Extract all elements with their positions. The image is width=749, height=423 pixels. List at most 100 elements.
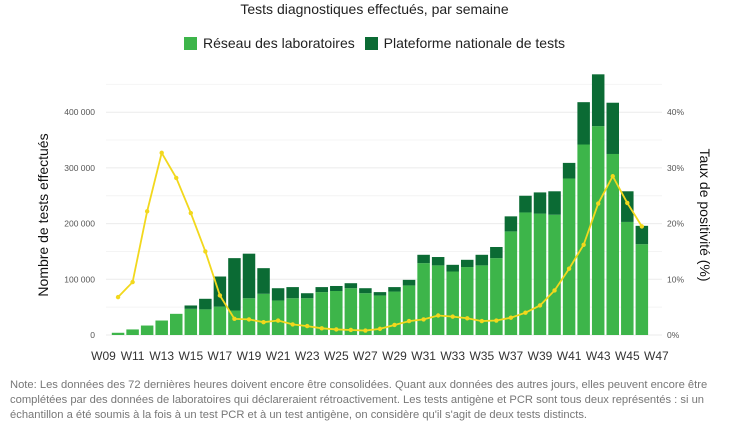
y-tick-label: 400 000 <box>64 107 95 117</box>
positivity-point <box>290 322 295 327</box>
legend-item-plateforme[interactable]: Plateforme nationale de tests <box>364 35 565 51</box>
x-tick-label: W13 <box>149 349 174 363</box>
y-tick-label: 200 000 <box>64 219 95 229</box>
positivity-point <box>392 322 397 328</box>
bar-laboratoires <box>242 298 256 335</box>
positivity-point <box>363 328 368 333</box>
bar-laboratoires <box>184 308 198 335</box>
y-tick-label: 100 000 <box>64 274 95 284</box>
y2-tick-label: 40% <box>667 107 684 117</box>
bar-laboratoires <box>126 329 139 335</box>
x-tick-label: W19 <box>237 349 262 363</box>
chart-note: Note: Les données des 72 dernières heure… <box>10 379 708 421</box>
y2-tick-label: 0% <box>667 330 680 340</box>
bar-plateforme <box>330 285 343 291</box>
x-tick-label: W35 <box>469 349 494 363</box>
bar-plateforme <box>606 102 619 154</box>
positivity-point <box>625 200 630 206</box>
bar-laboratoires <box>140 325 154 335</box>
positivity-point <box>537 303 543 308</box>
y2-axis-label: Taux de positivité (%) <box>697 148 713 281</box>
positivity-point <box>305 323 310 329</box>
bar-laboratoires <box>621 221 634 335</box>
bar-laboratoires <box>431 265 445 335</box>
bar-laboratoires <box>373 295 387 335</box>
chart-plot: 0 100 000 200 000 300 000 400 000 0% 10% 20% 30%… <box>35 74 713 363</box>
y2-tick-label: 30% <box>667 163 684 173</box>
bar-plateforme <box>184 305 198 309</box>
x-tick-label: W29 <box>382 349 407 363</box>
positivity-point <box>421 317 426 322</box>
x-tick-label: W25 <box>324 349 349 363</box>
positivity-point <box>130 279 135 285</box>
bar-plateforme <box>490 246 503 259</box>
bar-laboratoires <box>446 271 459 335</box>
bar-laboratoires <box>490 258 503 335</box>
positivity-point <box>144 209 150 214</box>
bar-laboratoires <box>330 290 343 335</box>
positivity-point <box>232 316 237 322</box>
bar-laboratoires <box>155 320 168 335</box>
positivity-point <box>159 150 164 156</box>
bar-plateforme <box>446 264 459 272</box>
bar-laboratoires <box>402 285 416 335</box>
bar-laboratoires <box>199 309 212 335</box>
legend-label: Plateforme nationale de tests <box>383 35 565 51</box>
bar-laboratoires <box>228 310 241 335</box>
x-tick-label: W31 <box>411 349 436 363</box>
bar-laboratoires <box>344 288 358 335</box>
bar-plateforme <box>475 254 489 266</box>
y-axis-label: Nombre de tests effectués <box>35 133 51 296</box>
x-tick-label: W43 <box>586 349 611 363</box>
x-tick-label: W21 <box>266 349 291 363</box>
bar-plateforme <box>504 216 518 232</box>
bar-laboratoires <box>315 292 328 335</box>
bar-plateforme <box>519 195 532 213</box>
y2-tick-label: 20% <box>667 219 684 229</box>
bar-plateforme <box>359 288 372 294</box>
bar-laboratoires <box>548 214 561 335</box>
legend-item-laboratoires[interactable]: Réseau des laboratoires <box>184 35 355 51</box>
bar-laboratoires <box>591 126 605 335</box>
positivity-point <box>450 314 455 319</box>
bar-plateforme <box>373 292 387 296</box>
bar-laboratoires <box>417 263 430 335</box>
bar-laboratoires <box>461 267 474 335</box>
positivity-point <box>217 293 223 298</box>
bar-plateforme <box>417 254 430 264</box>
bar-plateforme <box>635 225 649 245</box>
positivity-point <box>465 316 470 321</box>
positivity-point <box>174 175 179 181</box>
positivity-point <box>377 326 383 332</box>
bar-plateforme <box>431 257 445 266</box>
positivity-point <box>508 315 514 320</box>
bar-plateforme <box>315 287 328 293</box>
bar-plateforme <box>199 298 212 310</box>
bar-laboratoires <box>635 244 649 335</box>
positivity-point <box>203 249 208 254</box>
positivity-point <box>639 224 645 229</box>
bar-plateforme <box>257 268 270 294</box>
positivity-point <box>246 317 252 322</box>
positivity-point <box>319 326 324 331</box>
positivity-point <box>596 201 601 206</box>
positivity-point <box>523 310 528 315</box>
bar-laboratoires <box>606 153 619 335</box>
bar-plateforme <box>461 259 474 268</box>
x-tick-label: W45 <box>615 349 640 363</box>
bar-plateforme <box>286 287 299 299</box>
bar-plateforme <box>402 279 416 286</box>
bar-laboratoires <box>533 213 547 335</box>
bar-plateforme <box>533 192 547 214</box>
legend: Réseau des laboratoires Plateforme natio… <box>0 35 749 53</box>
bar-laboratoires <box>577 144 590 335</box>
legend-swatch <box>364 36 378 50</box>
bar-laboratoires <box>111 332 125 335</box>
x-tick-label: W27 <box>353 349 378 363</box>
bar-laboratoires <box>170 313 183 335</box>
positivity-point <box>494 318 499 323</box>
y-tick-label: 300 000 <box>64 163 95 173</box>
bar-laboratoires <box>359 293 372 335</box>
x-tick-label: W37 <box>499 349 524 363</box>
bar-laboratoires <box>271 300 285 335</box>
